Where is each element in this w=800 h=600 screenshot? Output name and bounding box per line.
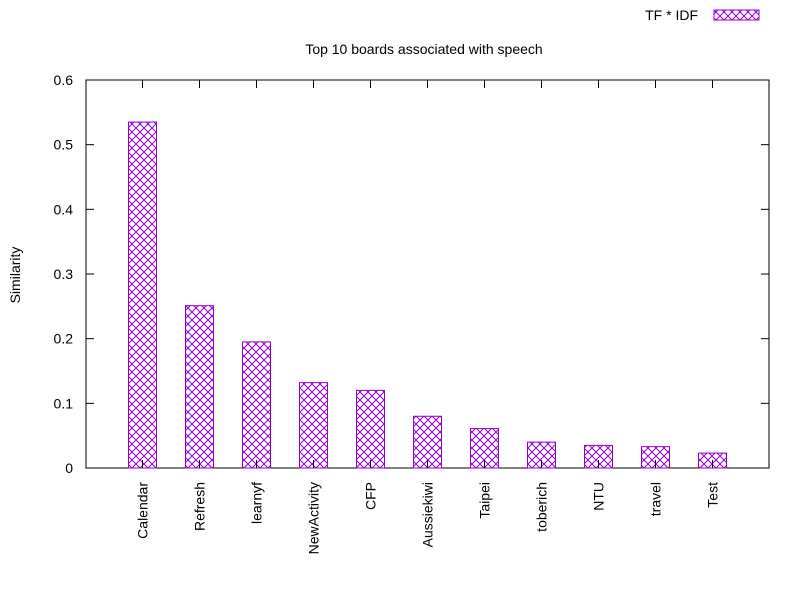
- x-tick-label: Aussiekiwi: [420, 482, 436, 547]
- x-tick-label: Test: [705, 482, 721, 508]
- y-tick-label: 0.6: [54, 72, 74, 88]
- y-tick-label: 0: [65, 460, 73, 476]
- y-tick-label: 0.4: [54, 201, 74, 217]
- y-tick-label: 0.2: [54, 331, 74, 347]
- chart-title: Top 10 boards associated with speech: [305, 41, 542, 57]
- bar-newactivity: [299, 382, 328, 469]
- y-tick-label: 0.1: [54, 395, 74, 411]
- bar-aussiekiwi: [413, 415, 442, 469]
- legend-swatch: [713, 9, 760, 21]
- y-tick-label: 0.5: [54, 137, 74, 153]
- x-tick-label: travel: [648, 482, 664, 516]
- x-tick-label: NewActivity: [306, 482, 322, 554]
- bar-learnyf: [242, 341, 271, 469]
- bar-refresh: [185, 305, 214, 469]
- x-tick-label: learnyf: [249, 482, 265, 524]
- x-tick-label: NTU: [591, 482, 607, 511]
- legend-label: TF * IDF: [645, 7, 698, 23]
- x-axis: Calendar Refresh learnyf NewActivity CFP Auss…: [135, 80, 721, 554]
- bar-cfp: [356, 389, 385, 469]
- x-tick-label: CFP: [363, 482, 379, 510]
- bar-calendar: [128, 121, 157, 469]
- x-tick-label: Refresh: [192, 482, 208, 531]
- x-tick-label: Calendar: [135, 482, 151, 539]
- x-tick-label: toberich: [534, 482, 550, 532]
- y-axis-label: Similarity: [7, 247, 23, 304]
- y-axis: 0 0.1 0.2 0.3 0.4 0.5 0.6: [54, 72, 769, 476]
- x-tick-label: Taipei: [477, 482, 493, 519]
- legend: TF * IDF: [645, 7, 760, 23]
- y-tick-label: 0.3: [54, 266, 74, 282]
- bars-group: [128, 121, 727, 469]
